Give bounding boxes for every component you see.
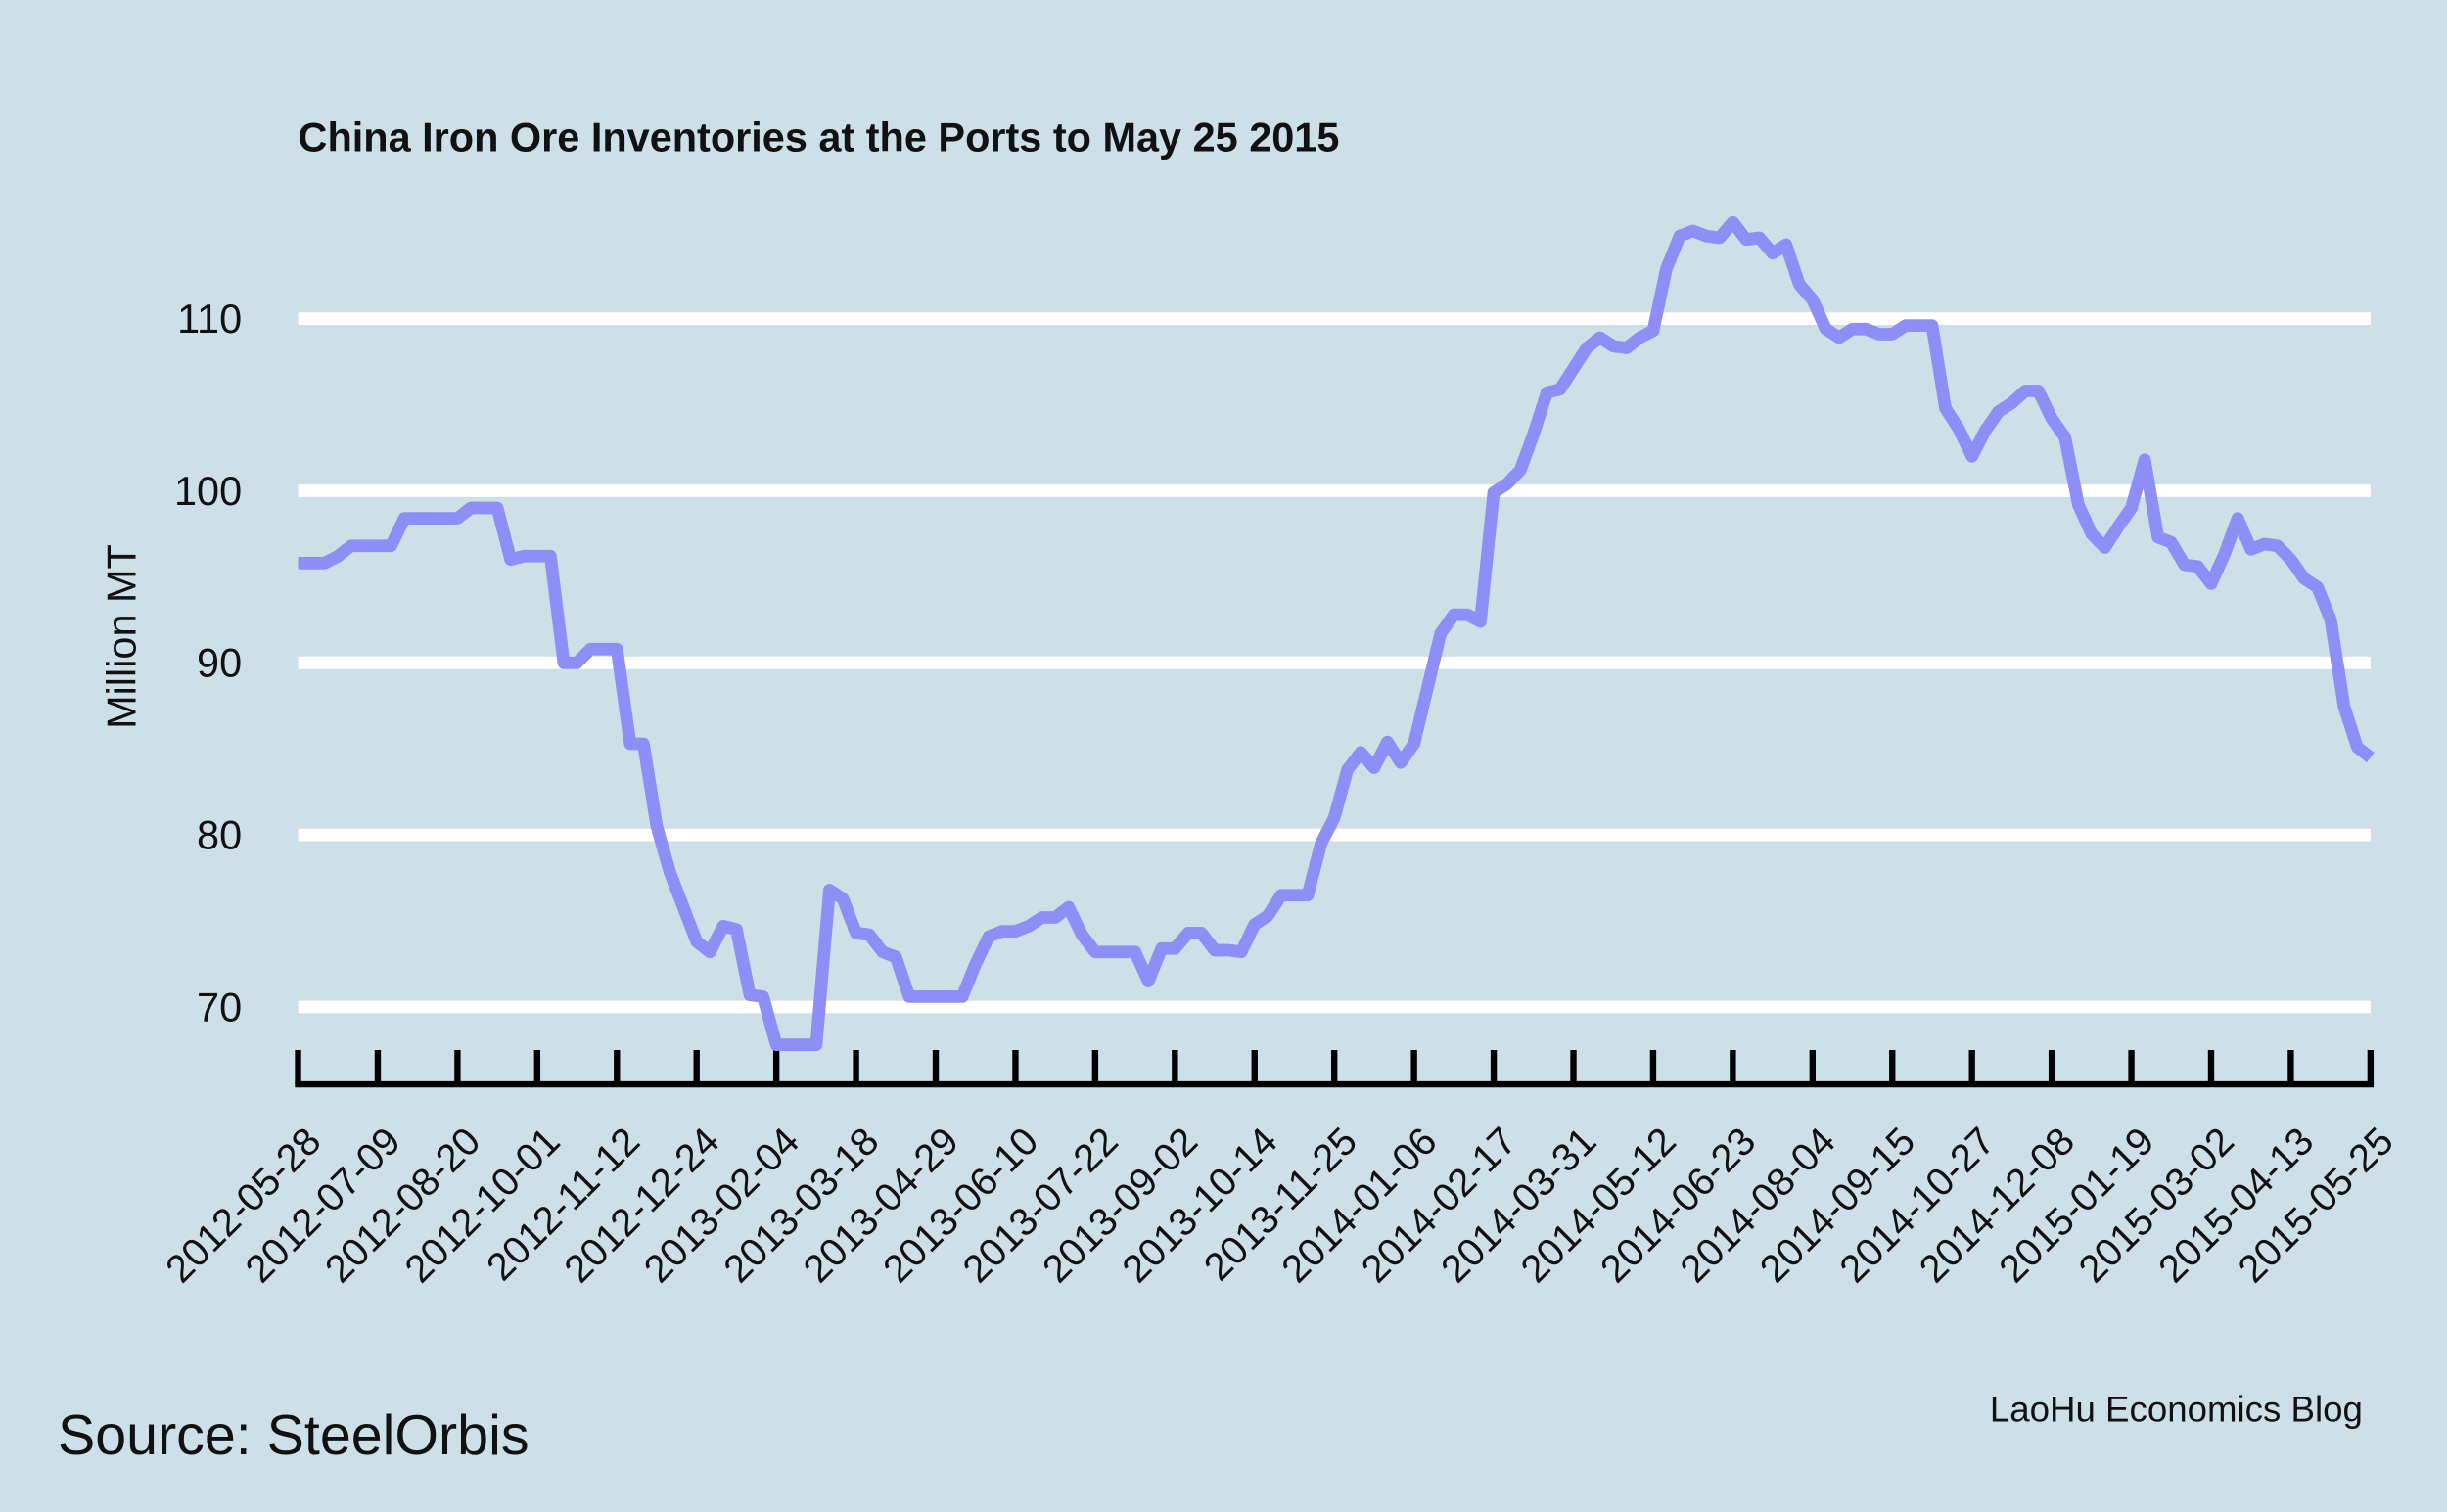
y-tick-label: 90 [197,640,242,686]
y-tick-label: 80 [197,812,242,858]
chart-title: China Iron Ore Inventories at the Ports … [299,115,1340,160]
data-line [298,215,2375,1052]
credit: LaoHu Economics Blog [1990,1390,2363,1430]
source: Source: SteelOrbis [58,1404,530,1467]
y-axis-label: Million MT [99,544,145,729]
y-tick-label: 100 [174,468,242,514]
y-tick-label: 70 [197,984,242,1030]
y-tick-label: 110 [177,296,242,342]
